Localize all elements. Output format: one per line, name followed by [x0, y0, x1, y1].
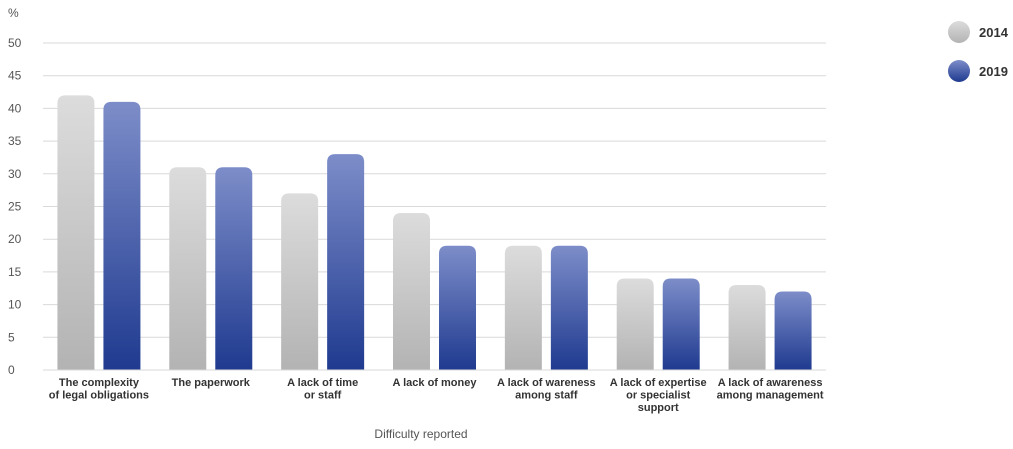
bar-2019-4 [550, 245, 588, 370]
y-tick-label: 35 [8, 134, 22, 148]
y-tick-label: 10 [8, 298, 22, 312]
x-tick-label: A lack of awareness among management [717, 377, 824, 402]
bar-2019-2 [327, 154, 365, 370]
legend: 2014 2019 [948, 21, 1009, 82]
y-tick-label: 40 [8, 101, 22, 115]
legend-swatch-2014 [948, 21, 970, 43]
bar-2014-6 [728, 284, 766, 370]
legend-swatch-2019 [948, 60, 970, 82]
legend-label-2019: 2019 [979, 64, 1008, 79]
bar-2014-3 [393, 213, 430, 370]
y-tick-label: 30 [8, 167, 22, 181]
bar-2014-4 [504, 245, 542, 370]
x-axis: The complexity of legal obligations The pa… [43, 369, 826, 441]
bar-2014-5 [616, 278, 654, 370]
x-axis-title: Difficulty reported [374, 427, 467, 441]
y-tick-label: 45 [8, 69, 22, 83]
y-tick-label: 15 [8, 265, 22, 279]
legend-label-2014: 2014 [979, 25, 1009, 40]
bar-2019-5 [662, 278, 700, 370]
bar-2014-1 [169, 167, 207, 370]
y-tick-label: 25 [8, 200, 22, 214]
y-tick-label: 5 [8, 330, 15, 344]
bar-2019-1 [215, 167, 253, 370]
bar-2014-2 [281, 193, 319, 370]
bar-2019-0 [103, 101, 141, 371]
x-tick-label: A lack of money [393, 377, 478, 389]
gridlines [43, 42, 826, 371]
y-tick-label: 0 [8, 363, 15, 377]
x-tick-label: The complexity of legal obligations [49, 377, 149, 402]
x-tick-label: A lack of wareness among staff [497, 377, 596, 402]
y-axis: 0 5 10 15 20 25 30 35 40 45 50% [8, 6, 22, 377]
bar-2019-3 [439, 245, 476, 370]
bar-2014-0 [57, 95, 95, 370]
y-axis-label: % [8, 6, 19, 20]
bar-2019-6 [774, 291, 812, 370]
x-tick-label: A lack of time or staff [287, 377, 358, 402]
y-tick-label: 50 [8, 36, 22, 50]
x-tick-label: The paperwork [172, 377, 251, 389]
bars [57, 95, 812, 371]
y-tick-label: 20 [8, 232, 22, 246]
x-tick-label: A lack of expertise or specialist support [610, 377, 707, 414]
